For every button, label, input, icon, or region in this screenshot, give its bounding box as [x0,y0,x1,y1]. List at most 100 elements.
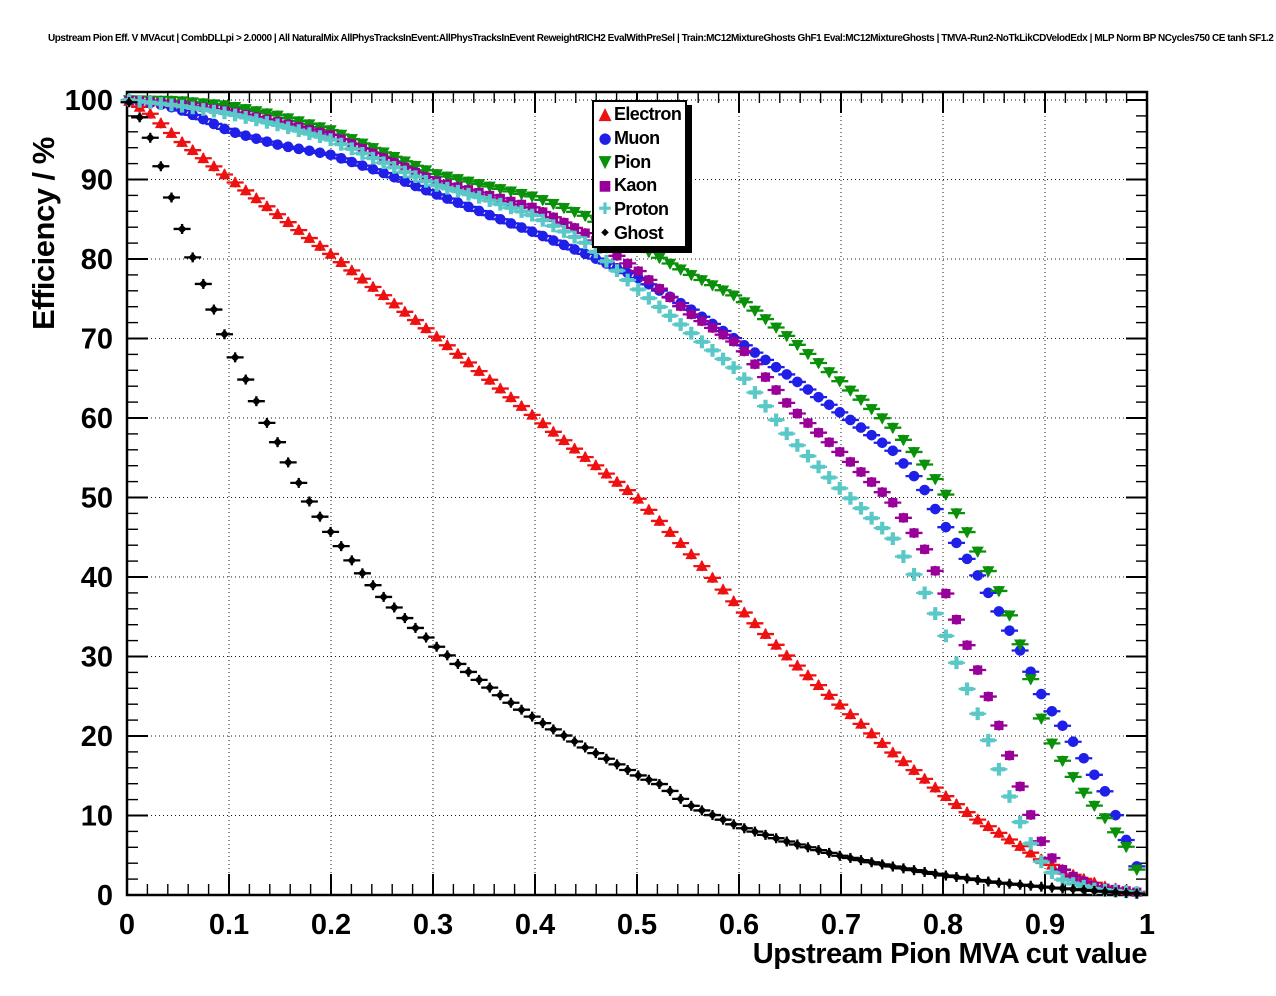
marker [165,98,178,112]
marker [462,187,475,201]
marker [727,290,740,302]
marker [282,113,295,125]
y-tick-label: 60 [81,403,113,435]
marker [920,544,930,554]
marker [589,245,603,259]
marker [1035,713,1048,725]
marker [548,235,559,246]
marker [441,171,454,183]
marker [1068,884,1078,894]
marker [208,118,220,130]
marker [982,566,995,578]
marker [813,428,824,438]
marker [251,396,261,406]
marker [516,199,527,209]
marker [1058,883,1068,893]
marker [303,231,316,243]
marker [759,627,772,639]
marker [387,160,401,174]
marker [398,305,411,317]
marker [1015,781,1025,792]
marker [1077,787,1090,800]
marker [748,386,762,399]
marker [261,200,273,212]
marker [718,815,728,825]
marker [1036,882,1046,892]
marker [419,174,433,188]
marker [663,309,677,323]
marker [430,178,444,192]
marker [780,649,793,661]
marker [260,108,274,120]
marker [377,289,390,301]
marker [727,595,740,607]
marker [506,196,516,206]
marker [335,255,348,267]
marker [1121,888,1131,898]
marker [494,184,507,196]
y-tick-label: 90 [81,165,113,197]
marker [843,491,857,505]
marker [506,698,516,708]
marker [908,470,920,482]
marker [347,555,357,565]
marker [547,425,560,437]
marker [250,106,263,118]
marker [1098,813,1112,825]
marker [612,251,622,261]
marker [939,489,952,501]
marker [833,481,847,495]
marker [642,291,656,305]
marker [898,863,908,873]
marker [801,449,815,463]
marker [982,820,995,832]
marker [1100,887,1110,897]
marker [962,640,972,650]
legend-item-kaon: ■ Kaon [596,174,685,197]
marker [324,133,337,147]
marker [124,97,134,107]
marker [706,343,719,357]
marker [833,698,846,710]
marker [802,384,814,395]
legend-label-electron: Electron [614,104,682,125]
marker [1056,873,1069,886]
marker [1057,865,1068,875]
marker [175,99,189,113]
marker [559,217,569,228]
marker [229,176,242,188]
y-tick-label: 40 [81,562,113,594]
marker [473,364,486,376]
marker [663,258,677,270]
marker [292,223,305,235]
marker [886,532,900,546]
marker [992,762,1006,776]
marker [697,316,707,326]
marker [909,865,919,875]
marker [716,352,730,366]
marker [1068,871,1078,881]
marker [621,273,635,287]
marker [1024,837,1038,850]
marker [410,180,421,192]
marker [844,708,857,720]
marker [474,675,484,685]
marker [865,404,878,416]
legend-label-kaon: Kaon [614,175,657,196]
marker [854,394,868,407]
marker [835,447,845,457]
marker [569,223,580,233]
marker [665,786,675,796]
marker [484,209,496,221]
marker [877,487,887,497]
marker [803,418,813,428]
series-pion [120,95,1146,876]
tick-labels: 0 0.1 0.2 0.3 0.4 0.5 0.6 0.7 0.8 0.9 101020304050… [65,85,1155,941]
marker [430,330,443,342]
marker [441,339,454,351]
marker [166,193,176,203]
y-axis-title: Efficiency / % [26,137,61,330]
marker [453,659,463,669]
marker [1066,877,1080,890]
marker [177,224,187,234]
